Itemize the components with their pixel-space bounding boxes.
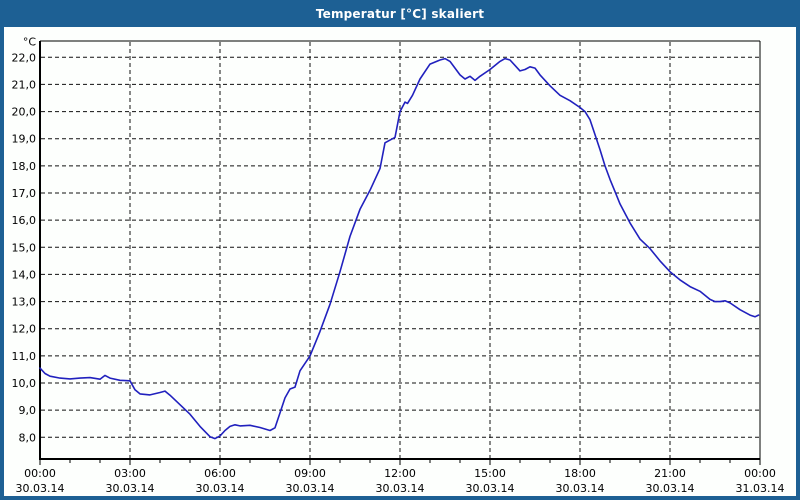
window-title-bar: Temperatur [°C] skaliert — [0, 0, 800, 27]
chart-panel — [4, 27, 796, 496]
window-title: Temperatur [°C] skaliert — [315, 6, 485, 21]
